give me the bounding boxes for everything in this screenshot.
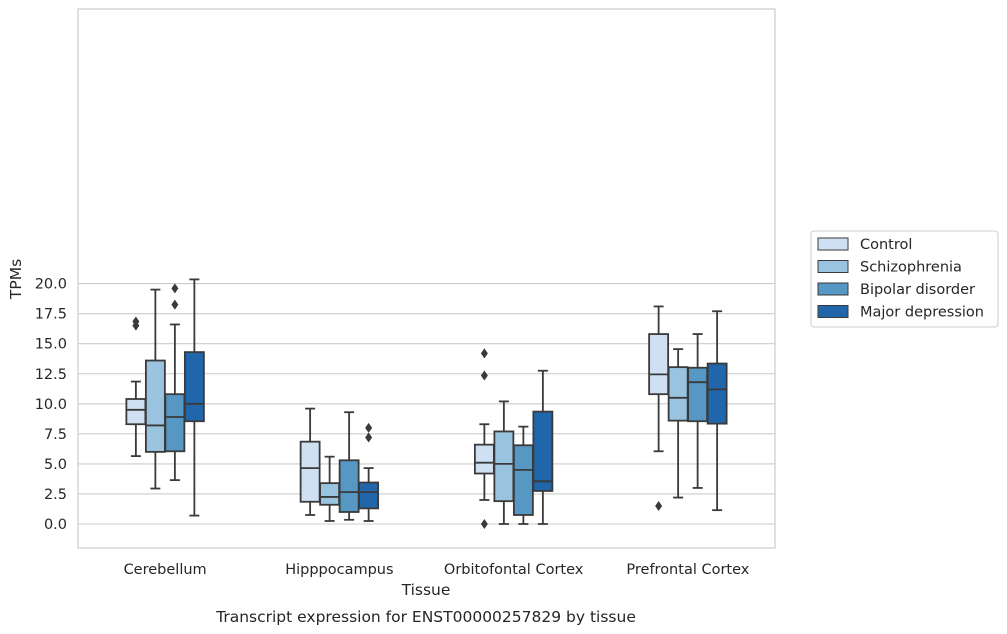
series-control [125,305,670,529]
x-tick-label: Prefrontal Cortex [626,562,749,578]
box [667,366,689,422]
chart-caption: Transcript expression for ENST0000025782… [215,608,636,626]
box [144,359,166,453]
outlier-marker [365,432,373,443]
y-tick-label: 15.0 [35,337,67,353]
y-tick-label: 0.0 [44,517,67,533]
y-axis-label: TPMs [7,259,25,300]
x-tick-label: Hipppocampus [285,562,393,578]
y-tick-label: 20.0 [35,277,67,293]
series-major-depression [183,278,728,525]
outlier-marker [480,348,488,359]
outlier-marker [655,500,663,511]
y-tick-label: 12.5 [35,367,67,383]
box-plot [493,400,515,525]
legend-label: Control [860,237,912,253]
x-tick-label: Cerebellum [124,562,207,578]
legend-swatch [817,260,849,273]
box-plot [648,305,670,511]
box [473,443,495,475]
y-tick-label: 10.0 [35,397,67,413]
box-plot [358,422,380,522]
box-plot [473,348,495,529]
y-tick-label: 5.0 [44,457,67,473]
x-axis-label: Tissue [401,581,451,599]
legend-swatch [817,282,849,296]
box-plot [338,411,360,521]
box [299,440,321,503]
box [319,482,341,506]
box [493,430,515,503]
box-plot [183,278,205,517]
box-plot [706,310,728,512]
box [706,362,728,425]
legend-label: Bipolar disorder [860,282,975,298]
outlier-marker [480,370,488,381]
box-plot [667,348,689,499]
legend-swatch [817,305,849,318]
x-axis-ticks: Cerebellum Hipppocampus Orbitofontal Corte… [124,562,750,578]
box-plot [687,333,709,489]
box-plot [512,425,534,525]
legend-label: Major depression [860,305,984,321]
y-tick-label: 17.5 [35,307,67,323]
box-plot [125,316,147,457]
y-tick-label: 2.5 [44,487,67,503]
box [183,351,205,423]
box-plot [532,369,554,525]
y-tick-label: 7.5 [44,427,67,443]
outlier-marker [365,422,373,433]
series-schizophrenia [144,288,689,525]
box-plot [164,283,186,482]
outlier-marker [171,299,179,310]
box-plot [144,288,166,490]
box [164,393,186,453]
y-axis-ticks: 0.0 2.5 5.0 7.5 10.0 12.5 15.0 17.5 20.0 [35,277,67,533]
box [532,410,554,492]
legend-swatch [817,237,849,251]
x-tick-label: Orbitofontal Cortex [444,562,584,578]
box-plot [299,407,321,516]
box [338,459,360,513]
box-plot-series [125,278,728,529]
series-bipolar-disorder [164,283,709,525]
outlier-marker [132,316,140,327]
outlier-marker [171,283,179,294]
box-plot [319,455,341,522]
box [648,333,670,396]
box [358,481,380,510]
legend-label: Schizophrenia [860,260,962,276]
legend-frame [810,230,999,328]
legend: Control Schizophrenia Bipolar disorder Majo… [810,230,999,328]
box [687,366,709,423]
outlier-marker [480,519,488,529]
box [125,398,147,426]
box [512,444,534,516]
plot-area-frame [77,8,776,549]
